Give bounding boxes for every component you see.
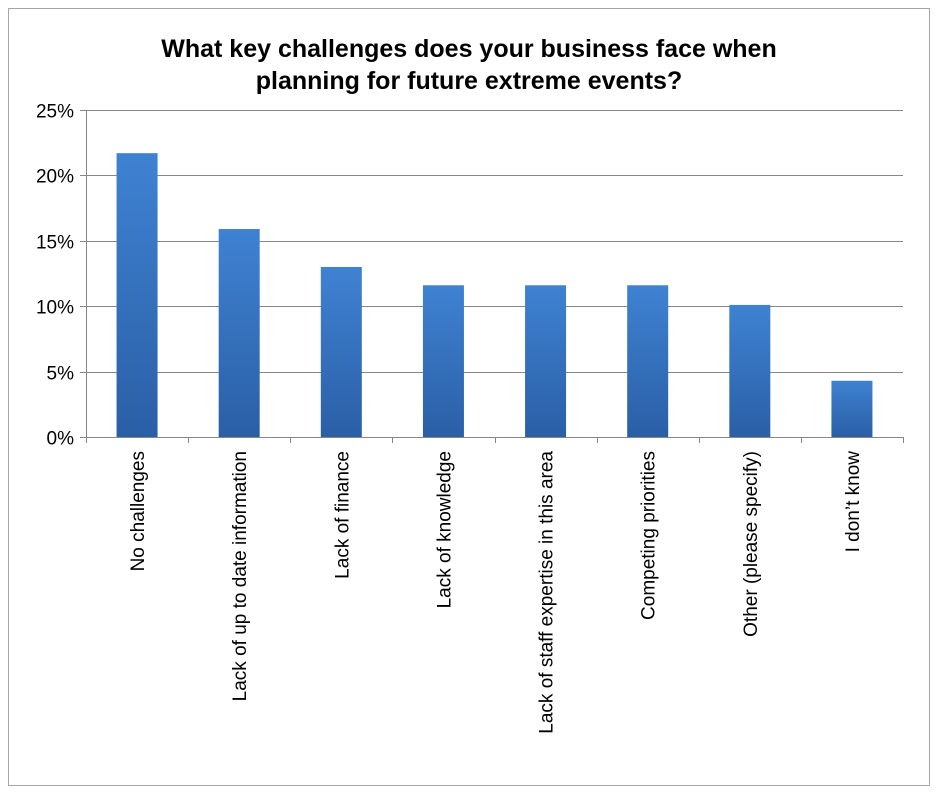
bar-7 bbox=[831, 380, 873, 437]
x-category-label-5: Competing priorities bbox=[639, 451, 660, 620]
x-category-label-0: No challenges bbox=[128, 451, 149, 571]
chart-title: What key challenges does your business f… bbox=[161, 35, 777, 95]
x-category-label-line: Lack of up to date information bbox=[230, 451, 251, 701]
y-tick-label-15: 15% bbox=[36, 233, 74, 254]
bars bbox=[116, 153, 873, 437]
y-tick-label-5: 5% bbox=[47, 364, 75, 385]
bar-0 bbox=[116, 153, 158, 437]
y-tick-label-10: 10% bbox=[36, 298, 74, 319]
x-category-label-3: Lack of knowledge bbox=[434, 451, 455, 608]
x-category-labels: No challenges Lack of up to date informat… bbox=[128, 451, 864, 734]
axes bbox=[86, 110, 904, 443]
y-tick-label-0: 0% bbox=[47, 429, 75, 450]
x-category-label-line: Lack of knowledge bbox=[434, 451, 455, 608]
x-category-label-7: I don’t know bbox=[843, 451, 864, 553]
y-tick-label-25: 25% bbox=[36, 102, 74, 123]
gridlines bbox=[80, 110, 903, 438]
x-category-label-line: Other (please specify) bbox=[741, 451, 762, 637]
x-category-label-line: Lack of staff expertise in this area bbox=[537, 451, 558, 734]
bar-4 bbox=[525, 285, 567, 437]
x-category-label-4: Lack of staff expertise in this area bbox=[537, 451, 558, 734]
chart-frame bbox=[8, 8, 930, 786]
y-tick-labels: 0% 5% 10% 15% 20% 25% bbox=[36, 102, 74, 450]
x-category-label-line: I don’t know bbox=[843, 451, 864, 553]
bar-6 bbox=[729, 304, 771, 437]
bar-2 bbox=[320, 266, 362, 437]
y-tick-label-20: 20% bbox=[36, 167, 74, 188]
bar-3 bbox=[422, 285, 464, 437]
x-category-label-1: Lack of up to date information bbox=[230, 451, 251, 701]
x-category-label-2: Lack of finance bbox=[332, 451, 353, 579]
x-category-label-line: Lack of finance bbox=[332, 451, 353, 579]
x-category-label-6: Other (please specify) bbox=[741, 451, 762, 637]
x-category-label-line: No challenges bbox=[128, 451, 149, 571]
bar-5 bbox=[627, 285, 669, 437]
x-category-label-line: Competing priorities bbox=[639, 451, 660, 620]
bar-1 bbox=[218, 229, 260, 437]
